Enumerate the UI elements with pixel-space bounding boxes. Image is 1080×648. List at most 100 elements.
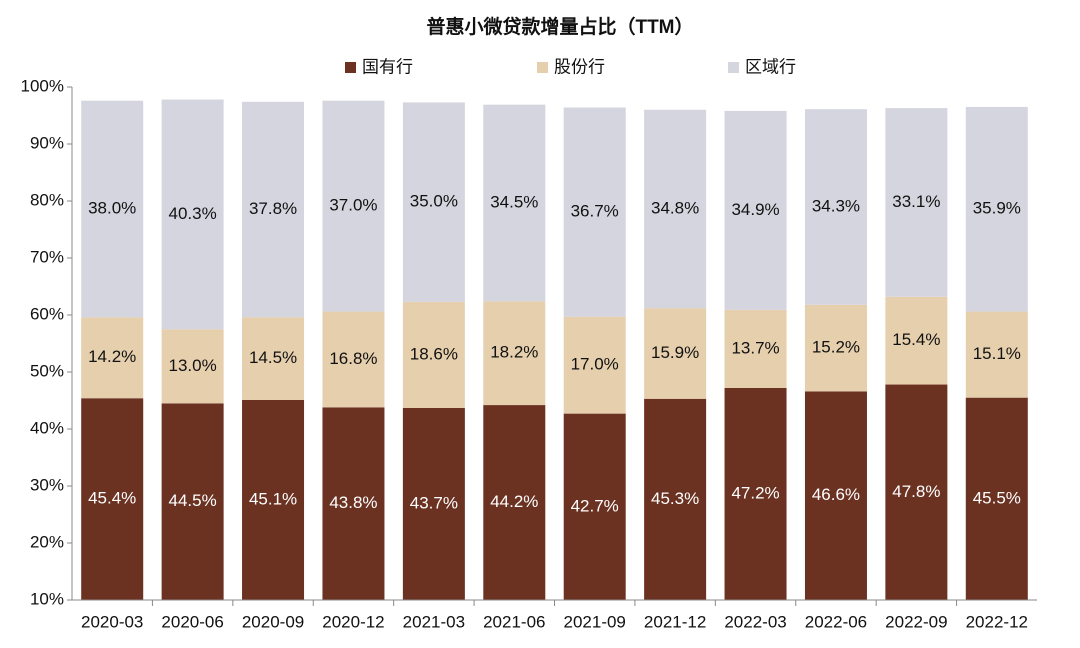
data-label: 43.7% [410, 493, 458, 512]
bar-segment [644, 308, 707, 399]
x-tick-label: 2020-12 [322, 612, 384, 631]
data-label: 43.8% [329, 493, 377, 512]
x-tick-label: 2020-06 [161, 612, 223, 631]
bar-segment [81, 100, 144, 318]
data-label: 47.2% [731, 483, 779, 502]
x-tick-label: 2021-12 [644, 612, 706, 631]
bar-segment [885, 384, 948, 600]
legend-label: 股份行 [554, 57, 605, 76]
bar-segment [644, 398, 707, 600]
data-label: 44.2% [490, 492, 538, 511]
bar-segment [402, 407, 465, 600]
y-tick-label: 90% [30, 133, 64, 152]
bar-segment [242, 399, 305, 600]
data-label: 40.3% [169, 204, 217, 223]
bar-segment [402, 102, 465, 302]
bar-segment [483, 405, 546, 600]
bar-segment [804, 109, 867, 305]
bar-segment [242, 317, 305, 400]
data-label: 47.8% [892, 482, 940, 501]
bar-segment [161, 99, 224, 330]
data-label: 45.1% [249, 489, 297, 508]
bar-segment [483, 301, 546, 406]
legend-label: 区域行 [745, 57, 796, 76]
data-label: 18.2% [490, 343, 538, 362]
bar-segment [161, 403, 224, 600]
bar-segment [483, 104, 546, 302]
data-label: 13.7% [731, 338, 779, 357]
bar-segment [81, 398, 144, 600]
data-label: 33.1% [892, 192, 940, 211]
bar-segment [724, 309, 787, 388]
data-label: 34.3% [812, 196, 860, 215]
bar-segment [885, 296, 948, 385]
y-tick-label: 50% [30, 361, 64, 380]
data-label: 34.5% [490, 192, 538, 211]
y-tick-label: 40% [30, 418, 64, 437]
y-tick-label: 70% [30, 247, 64, 266]
x-tick-label: 2022-03 [724, 612, 786, 631]
y-tick-label: 100% [21, 76, 64, 95]
data-label: 38.0% [88, 198, 136, 217]
data-label: 45.5% [973, 488, 1021, 507]
data-label: 34.9% [731, 200, 779, 219]
bar-segment [965, 311, 1028, 398]
data-label: 15.1% [973, 344, 1021, 363]
y-tick-label: 80% [30, 190, 64, 209]
data-label: 15.2% [812, 338, 860, 357]
bar-segment [724, 387, 787, 600]
bar-segment [81, 317, 144, 399]
bar-segment [644, 109, 707, 309]
bar-segment [322, 100, 385, 312]
bar-segment [965, 397, 1028, 600]
bar-segment [322, 311, 385, 408]
x-tick-label: 2020-03 [81, 612, 143, 631]
x-tick-label: 2021-09 [564, 612, 626, 631]
bar-segment [724, 110, 787, 310]
data-label: 42.7% [571, 496, 619, 515]
data-label: 46.6% [812, 485, 860, 504]
legend-swatch [345, 62, 356, 73]
plot-area [81, 99, 1028, 600]
x-tick-label: 2021-03 [403, 612, 465, 631]
x-tick-label: 2020-09 [242, 612, 304, 631]
y-tick-label: 30% [30, 475, 64, 494]
bar-segment [563, 316, 626, 414]
data-label: 44.5% [169, 491, 217, 510]
data-label: 45.4% [88, 489, 136, 508]
data-label: 36.7% [571, 202, 619, 221]
data-label: 17.0% [571, 355, 619, 374]
x-tick-label: 2022-06 [805, 612, 867, 631]
bar-segment [402, 301, 465, 408]
y-tick-label: 20% [30, 532, 64, 551]
data-label: 34.8% [651, 198, 699, 217]
data-label: 15.9% [651, 343, 699, 362]
bar-segment [242, 101, 305, 318]
data-label: 15.4% [892, 330, 940, 349]
y-tick-label: 60% [30, 304, 64, 323]
bar-segment [563, 413, 626, 600]
chart-title: 普惠小微贷款增量占比（TTM） [426, 15, 693, 38]
legend-swatch [728, 62, 739, 73]
data-label: 37.8% [249, 199, 297, 218]
bar-segment [965, 106, 1028, 312]
data-label: 14.5% [249, 348, 297, 367]
data-label: 35.9% [973, 199, 1021, 218]
bar-segment [161, 329, 224, 404]
x-tick-label: 2022-12 [966, 612, 1028, 631]
bar-segment [804, 304, 867, 392]
data-label: 13.0% [169, 356, 217, 375]
data-label: 35.0% [410, 192, 458, 211]
bar-segment [885, 108, 948, 297]
bar-segment [804, 391, 867, 600]
bar-segment [563, 107, 626, 317]
x-tick-label: 2022-09 [885, 612, 947, 631]
data-label: 18.6% [410, 344, 458, 363]
x-tick-label: 2021-06 [483, 612, 545, 631]
data-label: 14.2% [88, 347, 136, 366]
data-label: 37.0% [329, 196, 377, 215]
data-label: 45.3% [651, 489, 699, 508]
y-tick-label: 10% [30, 589, 64, 608]
legend-label: 国有行 [362, 57, 413, 76]
